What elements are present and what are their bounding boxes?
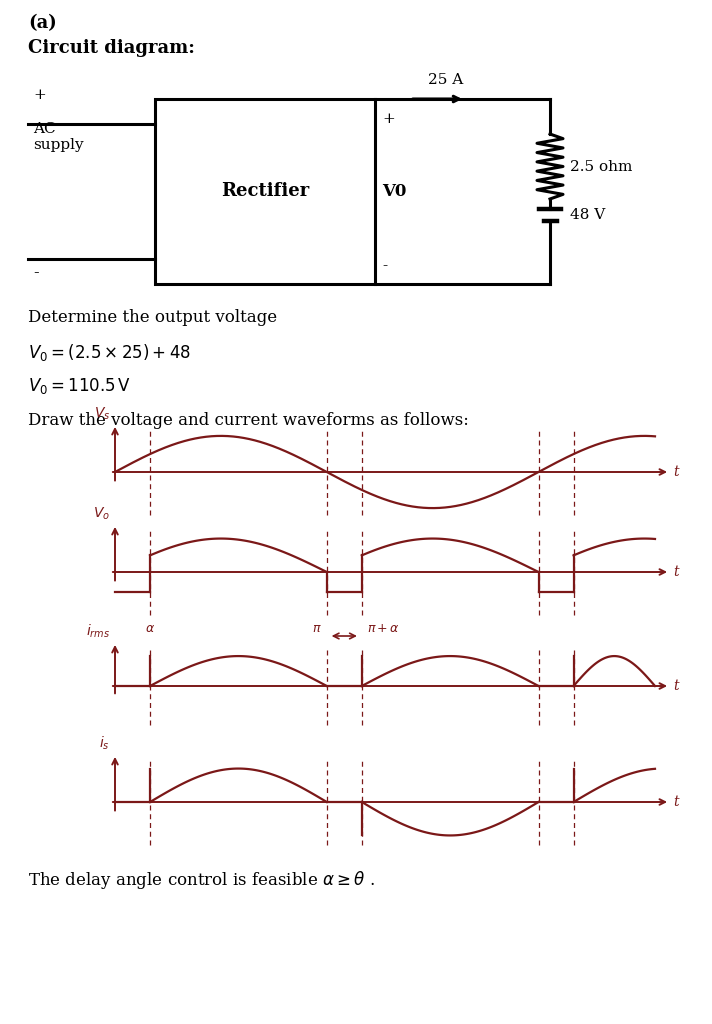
- Bar: [155, 99, 375, 284]
- Text: +: +: [382, 112, 394, 126]
- Text: Rectifier: Rectifier: [221, 182, 309, 201]
- Text: Determine the output voltage: Determine the output voltage: [28, 309, 277, 326]
- Text: The delay angle control is feasible $\alpha \geq \theta$ .: The delay angle control is feasible $\al…: [28, 869, 375, 891]
- Text: t: t: [673, 679, 679, 693]
- Text: -: -: [33, 264, 38, 281]
- Text: $\pi+\alpha$: $\pi+\alpha$: [367, 622, 399, 635]
- Text: 25 A: 25 A: [427, 73, 463, 87]
- Text: $\pi$: $\pi$: [312, 622, 322, 635]
- Text: -: -: [382, 259, 387, 273]
- Text: Circuit diagram:: Circuit diagram:: [28, 39, 195, 57]
- Text: $i_{rms}$: $i_{rms}$: [86, 623, 110, 640]
- Text: $V_0 =(2.5\times 25)+48$: $V_0 =(2.5\times 25)+48$: [28, 342, 191, 362]
- Text: +: +: [33, 88, 46, 102]
- Text: $i_s$: $i_s$: [99, 734, 110, 752]
- Text: t: t: [673, 795, 679, 809]
- Text: 2.5 ohm: 2.5 ohm: [570, 160, 632, 173]
- Text: t: t: [673, 565, 679, 579]
- Text: $V_s$: $V_s$: [94, 406, 110, 422]
- Text: V0: V0: [382, 183, 407, 200]
- Text: $V_0 =110.5\,\mathrm{V}$: $V_0 =110.5\,\mathrm{V}$: [28, 376, 131, 396]
- Text: (a): (a): [28, 14, 57, 32]
- Text: t: t: [673, 465, 679, 479]
- Text: $\alpha$: $\alpha$: [145, 622, 155, 635]
- Text: Draw the voltage and current waveforms as follows:: Draw the voltage and current waveforms a…: [28, 412, 469, 429]
- Text: 48 V: 48 V: [570, 208, 605, 222]
- Text: AC
supply: AC supply: [33, 122, 83, 153]
- Text: $V_o$: $V_o$: [93, 506, 110, 522]
